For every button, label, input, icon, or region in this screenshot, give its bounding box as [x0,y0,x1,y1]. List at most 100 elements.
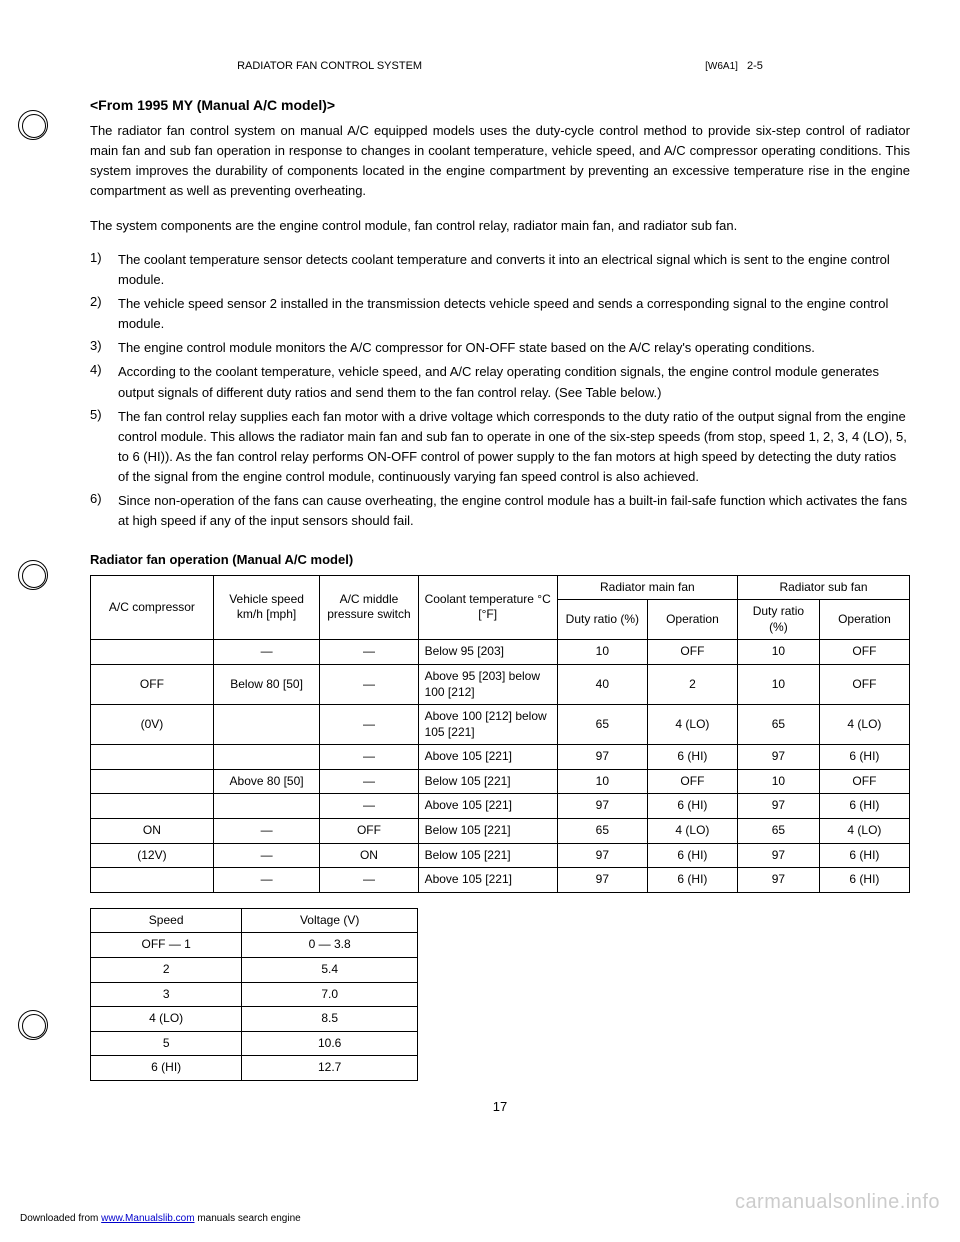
item-number: 6) [90,491,118,531]
header-title: RADIATOR FAN CONTROL SYSTEM [237,60,422,72]
table-cell: (12V) [91,843,214,868]
table-cell: 97 [737,868,819,893]
table-cell: 4 (LO) [91,1007,242,1032]
numbered-item: 5)The fan control relay supplies each fa… [90,407,910,488]
footer-pre: Downloaded from [20,1213,101,1224]
table-cell: 6 (HI) [647,794,737,819]
table-cell: Above 95 [203] below 100 [212] [418,664,557,704]
table-row: 4 (LO)8.5 [91,1007,418,1032]
table-cell: Below 95 [203] [418,640,557,665]
page-content: RADIATOR FAN CONTROL SYSTEM [W6A1] 2-5 <… [0,0,960,1154]
table-cell: 8.5 [242,1007,418,1032]
table-cell: 65 [737,705,819,745]
table-cell: Above 105 [221] [418,794,557,819]
numbered-item: 2)The vehicle speed sensor 2 installed i… [90,294,910,334]
table-row: ——Above 105 [221]976 (HI)976 (HI) [91,868,910,893]
th-ac: A/C compressor [91,575,214,640]
table-cell: 6 (HI) [819,745,909,770]
item-text: Since non-operation of the fans can caus… [118,491,910,531]
table-cell: 40 [557,664,647,704]
table-cell: 10.6 [242,1031,418,1056]
table-row: Above 80 [50]—Below 105 [221]10OFF10OFF [91,769,910,794]
item-text: According to the coolant temperature, ve… [118,362,910,402]
table-cell: Above 105 [221] [418,868,557,893]
th-coolant: Coolant temperature °C [°F] [418,575,557,640]
table-cell: — [320,705,418,745]
table-cell [213,705,319,745]
table-cell: 10 [557,640,647,665]
table-cell: OFF [91,664,214,704]
table-cell: 65 [557,819,647,844]
table-cell: 10 [557,769,647,794]
table-cell: 97 [557,868,647,893]
footer-post: manuals search engine [197,1213,300,1224]
th-s-op: Operation [819,600,909,640]
numbered-list: 1)The coolant temperature sensor detects… [90,250,910,532]
section-heading: <From 1995 MY (Manual A/C model)> [90,97,910,113]
table-cell: 97 [557,745,647,770]
table-cell: — [320,868,418,893]
table-cell: OFF [320,819,418,844]
table-cell: — [320,769,418,794]
footer: Downloaded from www.Manualslib.com manua… [20,1213,301,1224]
table-row: 25.4 [91,958,418,983]
table-cell: 10 [737,769,819,794]
item-text: The vehicle speed sensor 2 installed in … [118,294,910,334]
numbered-item: 4)According to the coolant temperature, … [90,362,910,402]
table-row: 6 (HI)12.7 [91,1056,418,1081]
th-m-op: Operation [647,600,737,640]
item-number: 2) [90,294,118,334]
item-text: The coolant temperature sensor detects c… [118,250,910,290]
paragraph-1: The radiator fan control system on manua… [90,121,910,202]
th-sv-speed: Speed [91,908,242,933]
table-cell: 4 (LO) [819,819,909,844]
table-cell: — [213,868,319,893]
table-row: (0V)—Above 100 [212] below 105 [221]654 … [91,705,910,745]
table-cell: OFF [647,640,737,665]
table-title: Radiator fan operation (Manual A/C model… [90,552,910,567]
item-number: 5) [90,407,118,488]
footer-link[interactable]: www.Manualslib.com [101,1213,194,1224]
table-cell: OFF [647,769,737,794]
numbered-item: 3)The engine control module monitors the… [90,338,910,358]
table-cell: 6 (HI) [647,745,737,770]
table-cell: OFF — 1 [91,933,242,958]
table-cell: 4 (LO) [819,705,909,745]
table-cell: 97 [737,843,819,868]
item-text: The engine control module monitors the A… [118,338,910,358]
th-s-duty: Duty ratio (%) [737,600,819,640]
table-cell: 6 (HI) [647,843,737,868]
th-pressure: A/C middle pressure switch [320,575,418,640]
table-cell: — [213,640,319,665]
table-cell: — [320,794,418,819]
table-cell: OFF [819,640,909,665]
page-number: 17 [90,1099,910,1114]
table-cell: — [213,819,319,844]
table-cell [91,794,214,819]
table-cell: Above 105 [221] [418,745,557,770]
table-cell: 6 (HI) [647,868,737,893]
table-cell [213,794,319,819]
table-cell: Below 80 [50] [213,664,319,704]
header-ref: [W6A1] [705,61,738,72]
table-cell: — [320,745,418,770]
table-cell: OFF [819,769,909,794]
table-cell: 97 [557,794,647,819]
table-cell: Below 105 [221] [418,769,557,794]
table-cell: 6 (HI) [819,843,909,868]
table-row: ——Below 95 [203]10OFF10OFF [91,640,910,665]
table-cell: OFF [819,664,909,704]
numbered-item: 1)The coolant temperature sensor detects… [90,250,910,290]
table-cell [91,745,214,770]
table-cell: 5.4 [242,958,418,983]
table-cell: ON [320,843,418,868]
table-cell: 97 [557,843,647,868]
table-cell: — [320,640,418,665]
th-m-duty: Duty ratio (%) [557,600,647,640]
header-code: 2-5 [747,60,763,72]
table-cell [213,745,319,770]
table-cell: Above 100 [212] below 105 [221] [418,705,557,745]
table-row: OFF — 10 — 3.8 [91,933,418,958]
item-text: The fan control relay supplies each fan … [118,407,910,488]
table-cell: — [213,843,319,868]
